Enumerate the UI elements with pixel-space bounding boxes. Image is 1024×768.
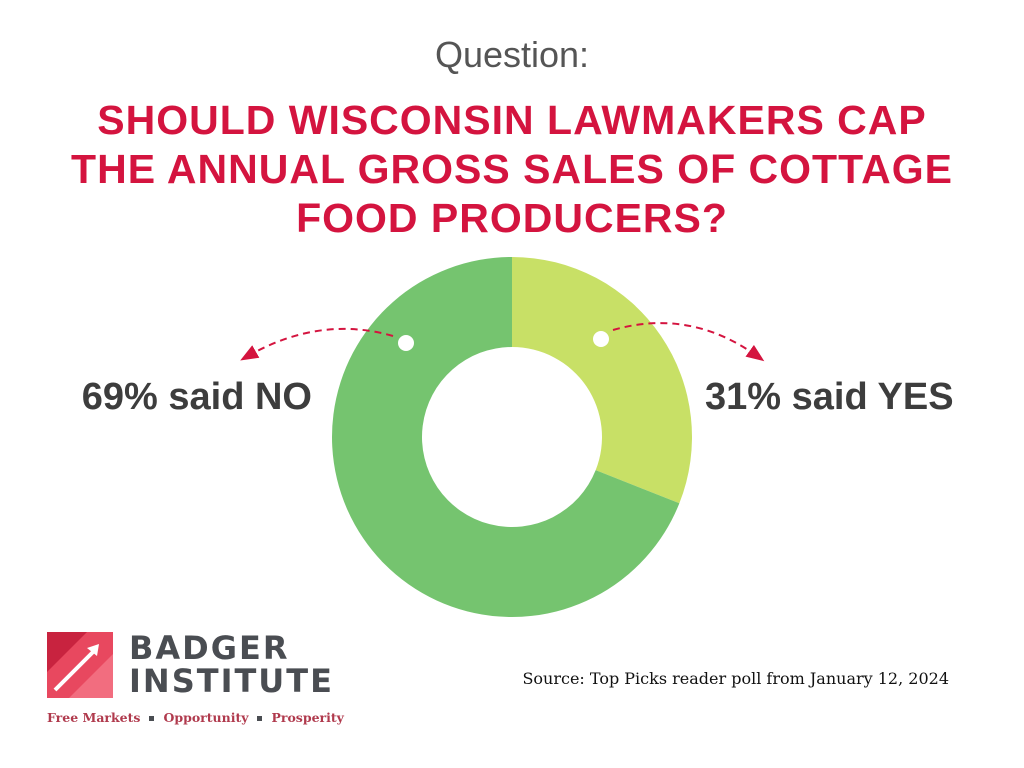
logo-tagline: Free Markets Opportunity Prosperity [47,710,344,725]
no-slice-label: 69% said NO [81,376,312,418]
tagline-item: Prosperity [271,710,344,725]
no-slice-marker [398,335,414,351]
badger-institute-logo: BADGER INSTITUTE Free Markets Opportunity… [47,632,344,732]
logo-line-2: INSTITUTE [129,662,334,700]
logo-line-1: BADGER [129,629,290,667]
no-annotation-arrow [240,327,394,361]
source-note: Source: Top Picks reader poll from Janua… [522,669,949,688]
tagline-item: Opportunity [163,710,249,725]
tagline-separator [257,716,263,721]
tagline-separator [149,716,155,721]
yes-slice [512,257,692,504]
logo-wordmark: BADGER INSTITUTE [129,632,334,698]
badger-institute-logo-mark-icon [47,632,113,698]
chart-title: SHOULD WISCONSIN LAWMAKERS CAP THE ANNUA… [71,97,953,241]
tagline-item: Free Markets [47,710,141,725]
no-slice [332,257,680,617]
yes-annotation-arrow [612,322,765,362]
yes-slice-marker [593,331,609,347]
question-label: Question: [434,34,590,75]
yes-slice-label: 31% said YES [705,376,954,418]
